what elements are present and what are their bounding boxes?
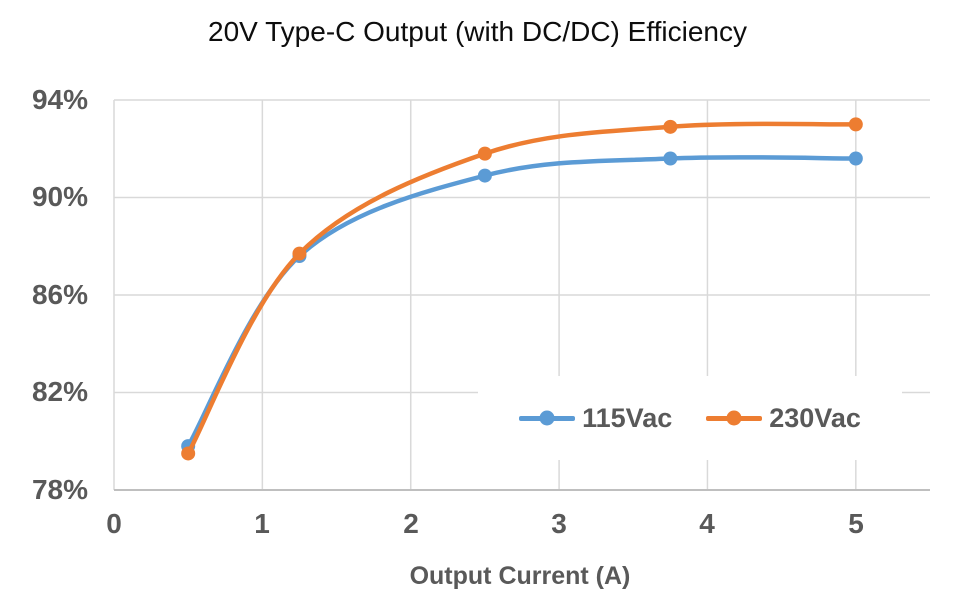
series-marker-icon (519, 410, 576, 426)
y-tick-label: 82% (31, 376, 88, 407)
legend-label: 115Vac (582, 403, 673, 433)
legend-item: 230Vac (706, 403, 861, 433)
y-tick-label: 90% (31, 181, 88, 212)
x-tick-label: 5 (848, 508, 864, 539)
legend-label: 230Vac (769, 403, 861, 433)
x-tick-label: 3 (551, 508, 567, 539)
chart-title: 20V Type-C Output (with DC/DC) Efficienc… (208, 16, 747, 47)
x-tick-label: 2 (403, 508, 419, 539)
x-tick-label: 4 (699, 508, 715, 539)
series-dot-icon (726, 410, 742, 426)
y-tick-label: 78% (31, 474, 88, 505)
x-axis-title: Output Current (A) (409, 562, 631, 590)
x-tick-label: 0 (106, 508, 122, 539)
y-tick-label: 94% (31, 84, 88, 115)
legend: 115Vac 230Vac (478, 376, 902, 460)
x-tick-label: 1 (254, 508, 270, 539)
series-dot-icon (539, 410, 555, 426)
y-tick-label: 86% (31, 279, 88, 310)
series-marker-icon (706, 410, 763, 426)
legend-item: 115Vac (519, 403, 672, 433)
